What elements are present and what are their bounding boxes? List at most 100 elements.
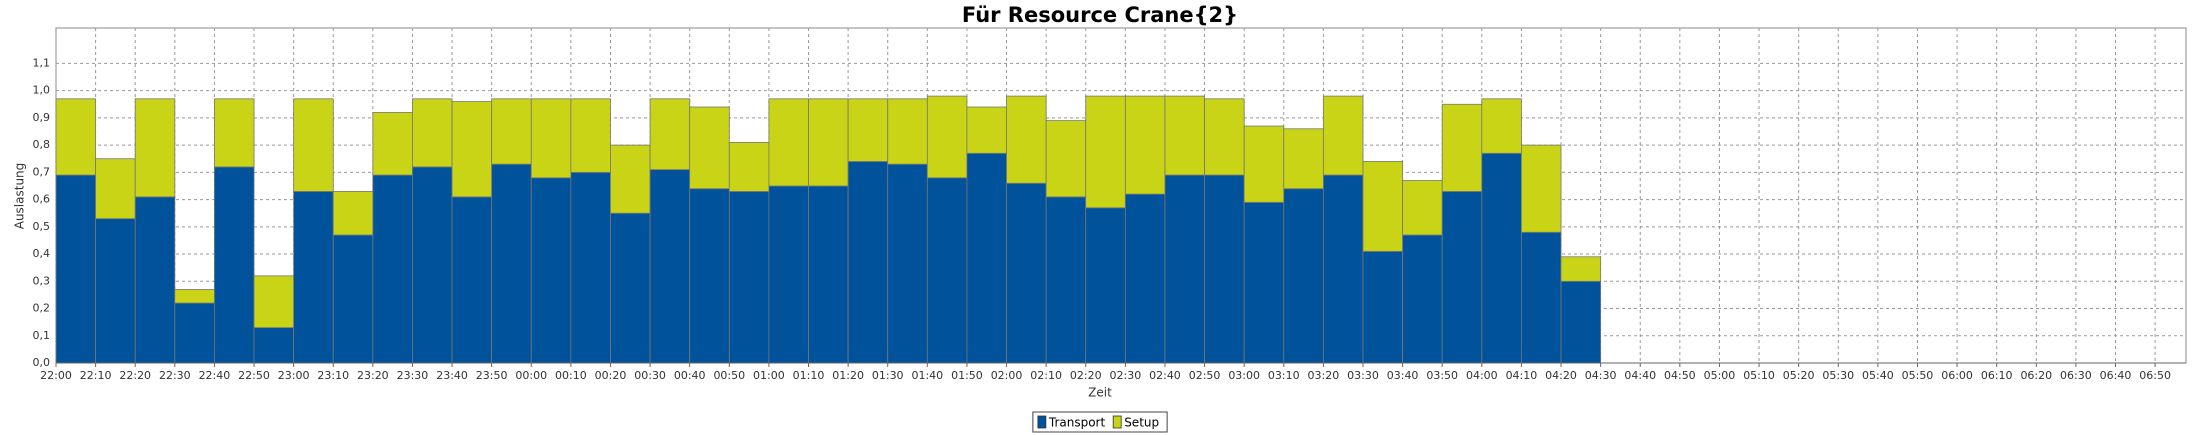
bar-segment (1362, 250, 1403, 364)
legend-swatch (1037, 415, 1047, 429)
y-tick-label: 0,4 (33, 247, 51, 260)
bar-segment (649, 169, 691, 364)
bar-segment (728, 141, 770, 192)
x-tick-label: 05:30 (1822, 369, 1854, 382)
bar-segment (1441, 191, 1483, 364)
bar-segment (1045, 196, 1087, 364)
x-tick-label: 05:40 (1862, 369, 1894, 382)
bar-segment (134, 98, 176, 198)
bar-segment (808, 98, 849, 187)
x-tick-label: 00:20 (595, 369, 627, 382)
y-tick-label: 0,8 (33, 138, 51, 151)
bar-segment (372, 112, 413, 176)
y-tick-label: 1,0 (33, 84, 51, 97)
bar-segment (926, 177, 968, 364)
x-tick-label: 01:00 (753, 369, 785, 382)
y-tick-label: 0,0 (33, 356, 51, 369)
x-tick-label: 03:00 (1228, 369, 1260, 382)
x-tick-label: 04:00 (1466, 369, 1498, 382)
x-tick-label: 23:40 (436, 369, 468, 382)
bar-segment (530, 177, 572, 364)
y-tick-label: 0,1 (33, 329, 51, 342)
bar-segment (293, 98, 334, 192)
bar-segment (847, 98, 889, 162)
x-tick-label: 04:10 (1506, 369, 1538, 382)
bar-segment (372, 174, 413, 364)
bar-segment (728, 191, 770, 364)
legend-label: Setup (1124, 416, 1159, 430)
bar-segment (1204, 174, 1245, 364)
x-axis-label: Zeit (1088, 386, 1112, 400)
bar-segment (1045, 120, 1087, 198)
x-tick-label: 06:10 (1981, 369, 2013, 382)
x-tick-label: 00:00 (515, 369, 547, 382)
bar-segment (689, 106, 730, 190)
x-tick-label: 05:00 (1704, 369, 1736, 382)
x-tick-label: 23:50 (476, 369, 508, 382)
x-tick-label: 22:20 (119, 369, 151, 382)
bar-segment (1481, 98, 1522, 154)
x-tick-label: 04:50 (1664, 369, 1696, 382)
x-tick-label: 01:20 (832, 369, 864, 382)
bar-segment (412, 98, 453, 168)
bar-segment (1085, 207, 1126, 364)
x-tick-label: 22:00 (40, 369, 72, 382)
bar-segment (55, 174, 97, 364)
legend-label: Transport (1048, 416, 1106, 430)
bar-segment (1124, 193, 1166, 364)
x-tick-label: 05:20 (1783, 369, 1815, 382)
y-tick-label: 0,5 (33, 220, 51, 233)
bar-segment (214, 166, 255, 364)
x-tick-label: 03:30 (1347, 369, 1379, 382)
bar-segment (1164, 95, 1205, 176)
x-tick-label: 03:20 (1308, 369, 1340, 382)
bar-segment (1402, 180, 1443, 236)
bar-segment (451, 196, 493, 364)
bar-segment (530, 98, 572, 179)
y-axis-label: Auslastung (13, 163, 27, 230)
x-tick-label: 06:40 (2100, 369, 2132, 382)
bar-segment (887, 163, 928, 364)
x-tick-label: 00:40 (674, 369, 706, 382)
bar-segment (1322, 174, 1364, 364)
bar-segment (1085, 95, 1126, 209)
x-tick-label: 01:40 (911, 369, 943, 382)
bar-segment (847, 161, 889, 364)
x-tick-label: 03:40 (1387, 369, 1419, 382)
bar-segment (1441, 103, 1483, 192)
bar-segment (293, 191, 334, 364)
x-tick-label: 04:30 (1585, 369, 1617, 382)
bar-segment (1164, 174, 1205, 364)
bar-segment (174, 289, 215, 304)
x-tick-label: 23:10 (317, 369, 349, 382)
y-tick-label: 0,2 (33, 302, 51, 315)
y-tick-label: 1,1 (33, 56, 51, 69)
bar-segment (1322, 95, 1364, 176)
x-tick-label: 22:30 (159, 369, 191, 382)
x-tick-label: 01:10 (793, 369, 825, 382)
bar-segment (1521, 231, 1562, 364)
bar-segment (134, 196, 176, 364)
x-tick-label: 06:00 (1941, 369, 1973, 382)
bar-segment (1362, 161, 1403, 252)
bar-segment (1560, 280, 1602, 364)
bar-segment (55, 98, 97, 176)
x-tick-label: 04:40 (1624, 369, 1656, 382)
bar-segment (253, 275, 295, 328)
x-tick-label: 03:50 (1426, 369, 1458, 382)
bar-segment (1006, 182, 1047, 364)
x-tick-label: 22:10 (80, 369, 112, 382)
bar-segment (1204, 98, 1245, 176)
x-tick-label: 06:30 (2060, 369, 2092, 382)
bar-segment (332, 191, 374, 236)
bar-segment (610, 144, 651, 214)
chart-title: Für Resource Crane{2} (962, 3, 1238, 27)
x-tick-label: 23:20 (357, 369, 389, 382)
bar-segment (689, 188, 730, 364)
bar-segment (253, 327, 295, 364)
bar-segment (1521, 144, 1562, 233)
x-tick-label: 02:30 (1110, 369, 1142, 382)
x-tick-label: 01:30 (872, 369, 904, 382)
bar-segment (1124, 95, 1166, 195)
x-tick-label: 04:20 (1545, 369, 1577, 382)
